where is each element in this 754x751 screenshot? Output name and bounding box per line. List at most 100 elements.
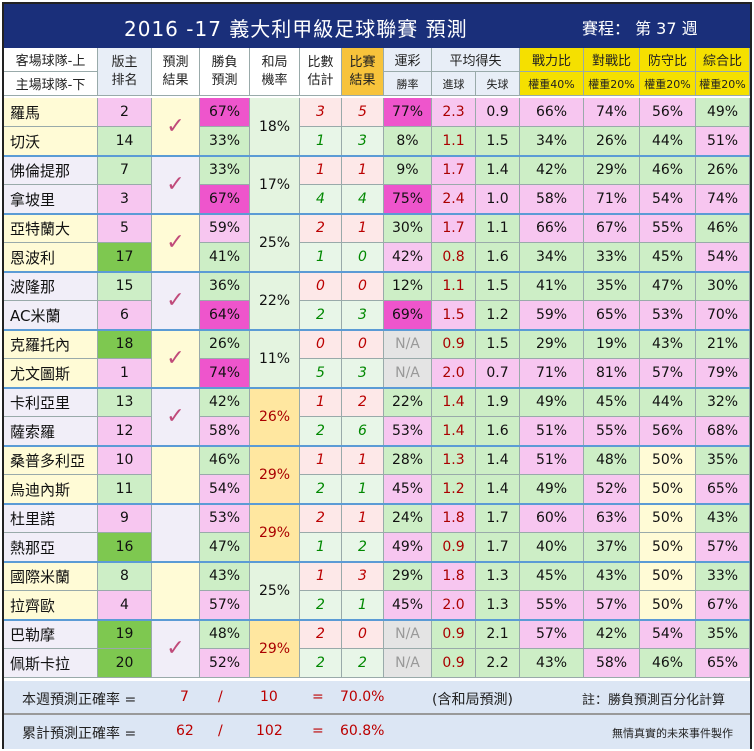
team-name: 尤文圖斯 <box>4 359 98 388</box>
power-ratio: 40% <box>520 533 584 562</box>
win-probability: 54% <box>200 475 250 504</box>
defense-ratio: 44% <box>640 127 696 156</box>
overall-ratio: 30% <box>696 272 750 301</box>
match-separator <box>4 155 750 157</box>
goals-against: 1.4 <box>476 475 520 504</box>
match-result: 0 <box>342 243 384 272</box>
record-ratio: 48% <box>584 446 640 475</box>
weekly-accuracy-rate: 70.0% <box>340 689 385 705</box>
team-name: 國際米蘭 <box>4 562 98 591</box>
power-ratio: 58% <box>520 185 584 214</box>
score-estimate: 0 <box>300 272 342 301</box>
weekly-total-count: 10 <box>260 689 278 705</box>
team-name: 切沃 <box>4 127 98 156</box>
overall-ratio: 35% <box>696 620 750 649</box>
header-goals-for: 進球 <box>432 72 476 96</box>
match-separator <box>4 329 750 331</box>
goals-against: 1.1 <box>476 214 520 243</box>
power-ratio: 49% <box>520 475 584 504</box>
record-ratio: 29% <box>584 156 640 185</box>
draw-probability: 29% <box>250 504 300 562</box>
defense-ratio: 50% <box>640 446 696 475</box>
goals-against: 2.1 <box>476 620 520 649</box>
data-grid: 客場球隊-上 主場球隊-下 版主 排名 預測 結果 勝負 預測 和局 機率 比數 估計 比賽 結果 運彩 勝率… <box>4 48 750 681</box>
header-record: 對戰比 <box>584 48 640 72</box>
win-probability: 59% <box>200 214 250 243</box>
team-rank: 4 <box>98 591 152 620</box>
goals-against: 0.9 <box>476 98 520 127</box>
team-rank: 16 <box>98 533 152 562</box>
header-away-team: 客場球隊-上 <box>4 48 98 72</box>
overall-ratio: 46% <box>696 214 750 243</box>
team-rank: 7 <box>98 156 152 185</box>
power-ratio: 71% <box>520 359 584 388</box>
lottery-winrate: 30% <box>384 214 432 243</box>
power-ratio: 59% <box>520 301 584 330</box>
match-result: 5 <box>342 98 384 127</box>
power-ratio: 51% <box>520 446 584 475</box>
match-result: 2 <box>342 649 384 678</box>
defense-ratio: 50% <box>640 475 696 504</box>
team-rank: 3 <box>98 185 152 214</box>
defense-ratio: 50% <box>640 562 696 591</box>
goals-against: 1.3 <box>476 562 520 591</box>
header-defense: 防守比 <box>640 48 696 72</box>
header-lottery-winrate: 勝率 <box>384 72 432 96</box>
team-name: 恩波利 <box>4 243 98 272</box>
overall-ratio: 65% <box>696 475 750 504</box>
header-draw-probability: 和局 機率 <box>250 48 300 96</box>
goals-against: 1.6 <box>476 417 520 446</box>
team-rank: 20 <box>98 649 152 678</box>
lottery-winrate: 12% <box>384 272 432 301</box>
lottery-winrate: 45% <box>384 591 432 620</box>
score-estimate: 2 <box>300 475 342 504</box>
goals-against: 1.0 <box>476 185 520 214</box>
header-winloss-prediction: 勝負 預測 <box>200 48 250 96</box>
team-rank: 2 <box>98 98 152 127</box>
header-overall-weight: 權重20% <box>696 72 750 96</box>
team-rank: 18 <box>98 330 152 359</box>
record-ratio: 55% <box>584 417 640 446</box>
cumulative-equals: = <box>312 723 324 739</box>
score-estimate: 2 <box>300 301 342 330</box>
match-result: 1 <box>342 214 384 243</box>
goals-against: 1.9 <box>476 388 520 417</box>
score-estimate: 3 <box>300 98 342 127</box>
goals-for: 1.4 <box>432 417 476 446</box>
overall-ratio: 67% <box>696 591 750 620</box>
power-ratio: 43% <box>520 649 584 678</box>
header-home-team: 主場球隊-下 <box>4 72 98 96</box>
overall-ratio: 26% <box>696 156 750 185</box>
prediction-check-icon: ✓ <box>152 330 200 388</box>
team-rank: 6 <box>98 301 152 330</box>
header-score-estimate-line: 估計 <box>307 72 334 88</box>
match-result: 2 <box>342 533 384 562</box>
header-match-result-line: 比賽 <box>349 54 376 70</box>
win-probability: 33% <box>200 156 250 185</box>
goals-against: 1.7 <box>476 533 520 562</box>
match-result: 3 <box>342 301 384 330</box>
draw-probability: 17% <box>250 156 300 214</box>
defense-ratio: 54% <box>640 185 696 214</box>
overall-ratio: 51% <box>696 127 750 156</box>
team-rank: 17 <box>98 243 152 272</box>
match-result: 1 <box>342 475 384 504</box>
goals-for: 1.7 <box>432 156 476 185</box>
weekly-slash: / <box>218 689 223 705</box>
header-score-estimate-line: 比數 <box>307 54 334 70</box>
defense-ratio: 54% <box>640 620 696 649</box>
header-prediction-result-line: 結果 <box>162 72 189 88</box>
weekly-equals: = <box>312 689 324 705</box>
lottery-winrate: N/A <box>384 359 432 388</box>
lottery-winrate: 24% <box>384 504 432 533</box>
overall-ratio: 33% <box>696 562 750 591</box>
weekly-correct-count: 7 <box>180 689 189 705</box>
goals-against: 1.4 <box>476 156 520 185</box>
team-rank: 11 <box>98 475 152 504</box>
win-probability: 67% <box>200 98 250 127</box>
prediction-check-icon: ✓ <box>152 388 200 446</box>
team-name: AC米蘭 <box>4 301 98 330</box>
overall-ratio: 21% <box>696 330 750 359</box>
score-estimate: 2 <box>300 214 342 243</box>
header-rank: 版主 排名 <box>98 48 152 96</box>
